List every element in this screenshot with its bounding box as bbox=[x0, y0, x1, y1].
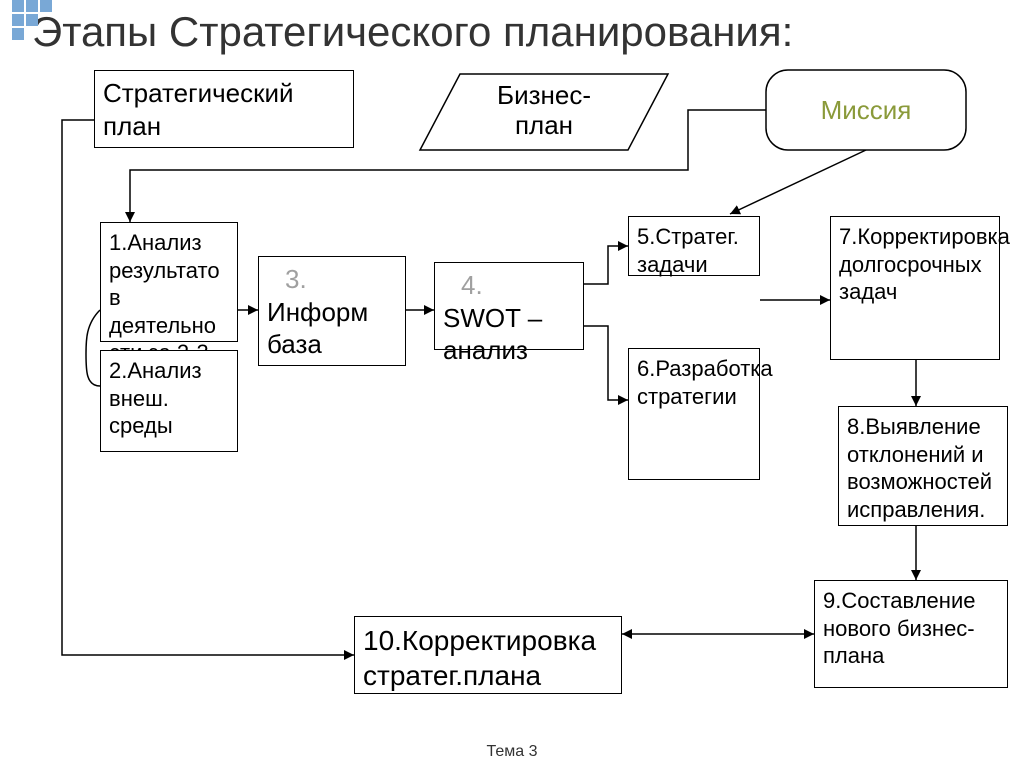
edge-0 bbox=[730, 150, 866, 214]
node-n10: 10.Корректировка стратег.плана bbox=[354, 616, 622, 694]
node-n6: 6.Разработка стратегии bbox=[628, 348, 760, 480]
node-n7: 7.Корректировка долгосрочных задач bbox=[830, 216, 1000, 360]
svg-text:план: план bbox=[515, 110, 573, 140]
footer-text: Тема 3 bbox=[0, 743, 1024, 761]
svg-text:Миссия: Миссия bbox=[821, 95, 912, 125]
node-n4: 4.SWOT –анализ bbox=[434, 262, 584, 350]
node-n5: 5.Стратег. задачи bbox=[628, 216, 760, 276]
node-n9: 9.Составление нового бизнес-плана bbox=[814, 580, 1008, 688]
edge-7 bbox=[584, 326, 628, 400]
node-n8: 8.Выявление отклонений и возможностей ис… bbox=[838, 406, 1008, 526]
node-stratplan: Стратегический план bbox=[94, 70, 354, 148]
node-n2: 2.Анализ внеш. среды bbox=[100, 350, 238, 452]
edge-3 bbox=[86, 310, 100, 386]
svg-text:Бизнес-: Бизнес- bbox=[497, 80, 591, 110]
node-n3: 3.Информ база bbox=[258, 256, 406, 366]
node-n1: 1.Анализ результато в деятельно сти за 2… bbox=[100, 222, 238, 342]
edge-6 bbox=[584, 246, 628, 284]
